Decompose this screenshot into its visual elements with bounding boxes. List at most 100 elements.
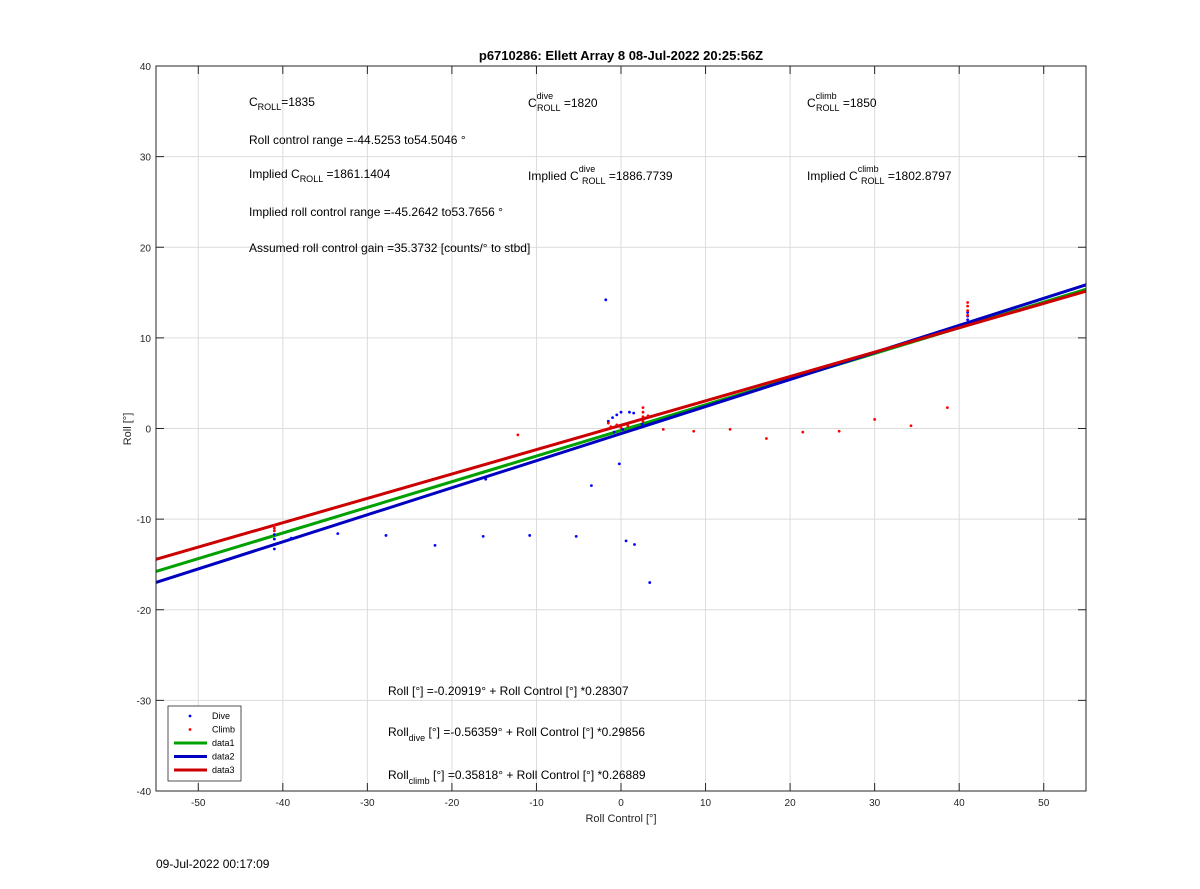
dive-point (619, 410, 623, 414)
x-tick-label: 0 (618, 798, 624, 809)
climb-point (966, 301, 970, 304)
legend: Dive Climb data1 data2 data3 (167, 705, 242, 782)
dive-point (612, 430, 616, 434)
climb-point (615, 423, 619, 427)
climb-point (873, 418, 877, 421)
annotation-gain: Assumed roll control gain =35.3732 [coun… (249, 241, 530, 255)
climb-point (272, 526, 276, 530)
x-tick-label: -50 (191, 798, 206, 809)
climb-point (909, 424, 913, 428)
climb-point (609, 425, 613, 429)
equation-climb: Rollclimb [°] =0.35818° + Roll Control [… (388, 768, 646, 786)
dive-point (624, 539, 628, 543)
climb-point (516, 433, 520, 437)
dive-point (272, 537, 276, 541)
x-tick-label: -30 (360, 798, 375, 809)
legend-marker-dive (188, 714, 192, 718)
dive-point (484, 477, 488, 481)
x-tick-label: 30 (869, 798, 881, 809)
legend-marker-climb (188, 728, 192, 731)
climb-point (801, 430, 805, 434)
dive-point (611, 416, 614, 420)
dive-point (574, 534, 578, 538)
equation-dive: Rolldive [°] =-0.56359° + Roll Control [… (388, 725, 645, 743)
y-tick-label: -30 (137, 696, 152, 707)
data-points (272, 298, 970, 584)
dive-point (633, 543, 636, 546)
x-tick-label: 40 (954, 798, 966, 809)
climb-point (837, 429, 841, 433)
climb-point (765, 437, 768, 440)
climb-point (641, 410, 645, 414)
y-tick-label: 20 (140, 243, 152, 254)
climb-point (966, 304, 970, 308)
x-tick-label: -10 (529, 798, 544, 809)
dive-point (384, 534, 388, 537)
dive-point (272, 547, 276, 551)
climb-point (966, 309, 970, 313)
annotation-implied-croll-climb: Implied Cclimb ROLL =1802.8797 (807, 164, 952, 186)
x-tick-label: 20 (785, 798, 797, 809)
y-tick-label: -20 (137, 606, 152, 617)
y-tick-label: 30 (140, 153, 152, 164)
climb-point (619, 426, 623, 429)
y-tick-label: -40 (137, 787, 152, 798)
fit-lines (155, 283, 1087, 584)
annotation-implied-croll-dive: Implied Cdive ROLL =1886.7739 (528, 164, 673, 186)
dive-point (336, 532, 340, 536)
legend-label-data3: data3 (212, 765, 235, 775)
climb-point (728, 428, 732, 431)
climb-point (966, 313, 970, 317)
climb-point (641, 419, 645, 423)
y-axis-label: Roll [°] (122, 413, 134, 446)
climb-point (661, 428, 665, 431)
legend-label-data2: data2 (212, 752, 235, 762)
annotation-roll-control-range: Roll control range =-44.5253 to54.5046 ° (249, 133, 466, 147)
dive-point (640, 422, 644, 426)
chart-title: p6710286: Ellett Array 8 08-Jul-2022 20:… (479, 48, 763, 63)
climb-point (641, 406, 645, 410)
x-axis-label: Roll Control [°] (585, 813, 656, 825)
legend-label-data1: data1 (212, 738, 235, 748)
dive-point (481, 534, 485, 538)
y-tick-label: 40 (140, 62, 152, 73)
y-tick-label: -10 (137, 515, 152, 526)
dive-point (628, 410, 631, 414)
dive-point (528, 534, 532, 537)
dive-point (615, 413, 619, 417)
x-tick-label: 50 (1038, 798, 1050, 809)
x-tick-label: -40 (276, 798, 291, 809)
dive-point (272, 533, 276, 536)
annotation-implied-croll: Implied CROLL =1861.1404 (249, 167, 391, 184)
climb-point (646, 414, 650, 418)
climb-point (606, 421, 610, 425)
climb-point (272, 524, 276, 527)
dive-point (617, 462, 621, 466)
climb-point (272, 529, 276, 533)
x-tick-label: 10 (700, 798, 712, 809)
dive-point (604, 298, 608, 302)
annotation-croll-dive: Cdive ROLL =1820 (528, 91, 598, 113)
dive-point (632, 411, 636, 415)
dive-point (289, 536, 293, 540)
legend-label-dive: Dive (212, 711, 230, 721)
dive-point (648, 581, 652, 584)
dive-point (433, 544, 437, 547)
climb-point (601, 428, 604, 432)
axis-ticks: -50 -40 -30 -20 -10 0 10 20 30 40 50 -40 -30 -20 -10 0 1… (137, 62, 1086, 809)
climb-point (641, 415, 645, 419)
y-tick-label: 0 (145, 425, 151, 436)
equation-all: Roll [°] =-0.20919° + Roll Control [°] *… (388, 684, 629, 698)
x-tick-label: -20 (445, 798, 460, 809)
annotation-croll: CROLL=1835 (249, 95, 315, 112)
climb-point (945, 406, 949, 410)
fit-line-data3 (155, 289, 1087, 561)
dive-point (966, 318, 970, 322)
y-tick-label: 10 (140, 334, 152, 345)
footer-timestamp: 09-Jul-2022 00:17:09 (156, 857, 270, 871)
dive-point (590, 484, 593, 487)
annotation-croll-climb: Cclimb ROLL =1850 (807, 91, 877, 113)
climb-point (692, 429, 696, 433)
dive-point (621, 428, 625, 431)
